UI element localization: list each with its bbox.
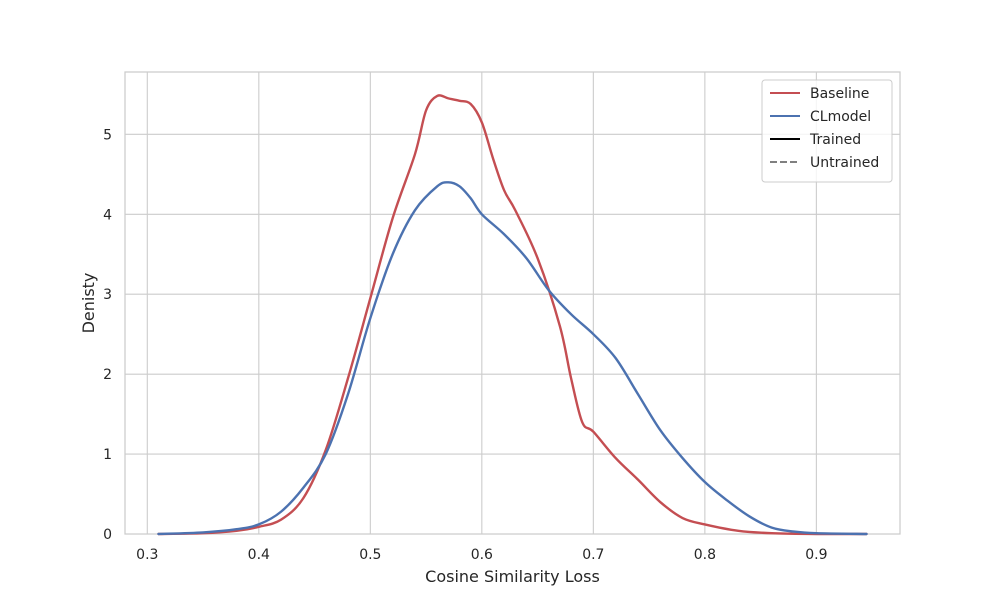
series-line-clmodel [157, 181, 868, 536]
legend-label: Untrained [810, 155, 879, 171]
legend-label: Trained [809, 132, 861, 148]
x-tick-label: 0.5 [359, 547, 381, 563]
x-tick-label: 0.8 [694, 547, 716, 563]
x-axis-label: Cosine Similarity Loss [425, 567, 600, 586]
y-tick-label: 2 [103, 367, 112, 383]
y-tick-label: 5 [103, 127, 112, 143]
legend: Baseline CLmodel Trained Untrained [761, 79, 893, 183]
legend-label: CLmodel [810, 109, 871, 125]
x-tick-label: 0.3 [136, 547, 158, 563]
x-tick-label: 0.6 [471, 547, 493, 563]
y-tick-label: 4 [103, 207, 112, 223]
y-axis-label: Denisty [79, 273, 98, 334]
x-tick-label: 0.7 [582, 547, 604, 563]
x-tick-label: 0.9 [805, 547, 827, 563]
legend-label: Baseline [810, 86, 869, 102]
tick-labels: 0.3 0.4 0.5 0.6 0.7 0.8 0.9 0 1 2 3 4 5 [103, 127, 827, 563]
legend-box [761, 79, 893, 183]
series-lines [157, 94, 868, 536]
plot-area-frame [124, 71, 901, 535]
y-tick-label: 3 [103, 287, 112, 303]
y-tick-label: 1 [103, 447, 112, 463]
y-tick-label: 0 [103, 527, 112, 543]
x-tick-label: 0.4 [248, 547, 270, 563]
